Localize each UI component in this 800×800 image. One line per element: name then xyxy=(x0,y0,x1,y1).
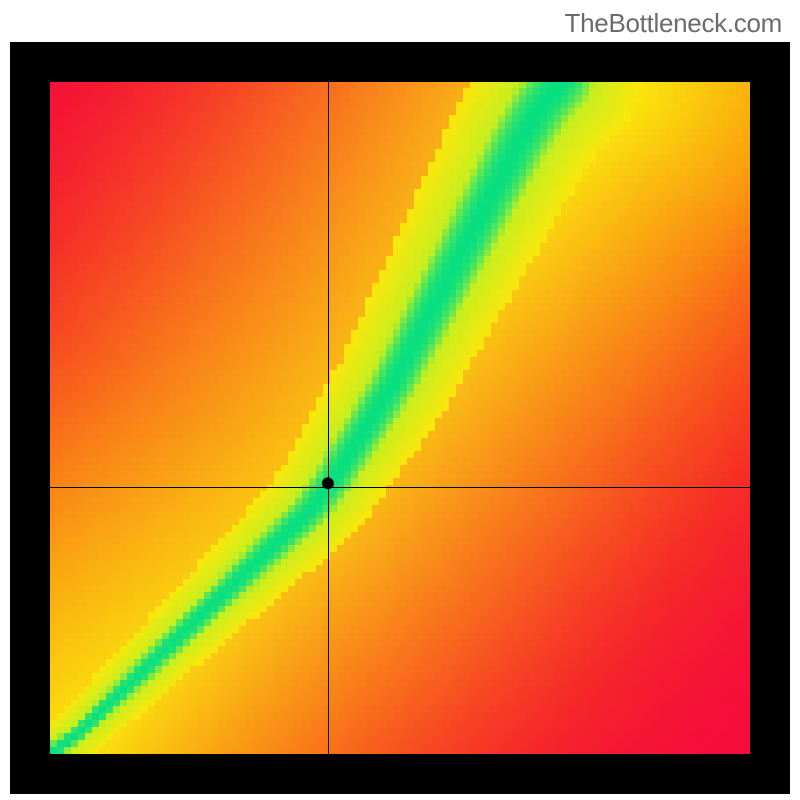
page-container: TheBottleneck.com xyxy=(0,0,800,800)
plot-frame xyxy=(10,42,790,794)
bottleneck-heatmap xyxy=(50,82,750,754)
watermark-text: TheBottleneck.com xyxy=(565,8,782,39)
